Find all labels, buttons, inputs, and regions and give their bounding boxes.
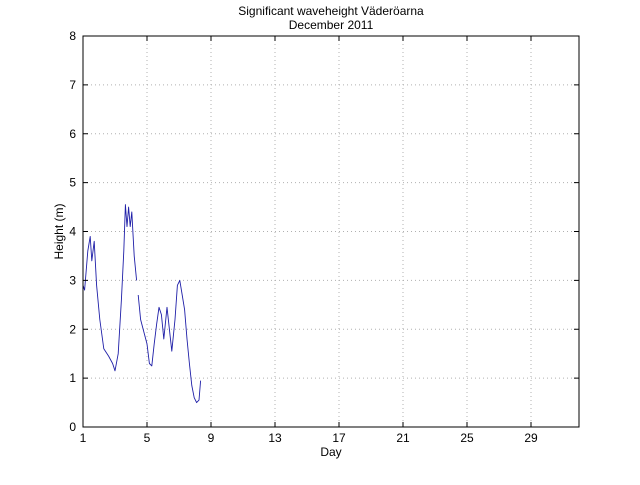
y-tick-label: 4 <box>69 225 76 239</box>
grid-lines <box>82 35 579 428</box>
series-line <box>82 204 138 372</box>
series-line <box>137 279 202 404</box>
y-tick-label: 6 <box>69 127 76 141</box>
x-tick-label: 21 <box>396 431 410 445</box>
y-axis-label: Height (m) <box>52 203 66 259</box>
y-tick-label: 5 <box>69 176 76 190</box>
x-tick-label: 9 <box>208 431 215 445</box>
x-axis-label: Day <box>320 445 341 459</box>
x-tick-label: 5 <box>144 431 151 445</box>
y-tick-label: 3 <box>69 273 76 287</box>
y-tick-label: 8 <box>69 29 76 43</box>
chart-subtitle: December 2011 <box>288 18 374 32</box>
y-tick-label: 2 <box>69 322 76 336</box>
x-tick-label: 1 <box>80 431 87 445</box>
x-tick-label: 17 <box>332 431 346 445</box>
y-tick-label: 7 <box>69 78 76 92</box>
chart-title: Significant waveheight Väderöarna <box>238 4 424 18</box>
x-tick-label: 25 <box>460 431 474 445</box>
x-tick-label: 13 <box>268 431 282 445</box>
y-tick-label: 0 <box>69 420 76 434</box>
x-tick-label: 29 <box>524 431 538 445</box>
y-tick-label: 1 <box>69 371 76 385</box>
series-group <box>82 204 202 404</box>
